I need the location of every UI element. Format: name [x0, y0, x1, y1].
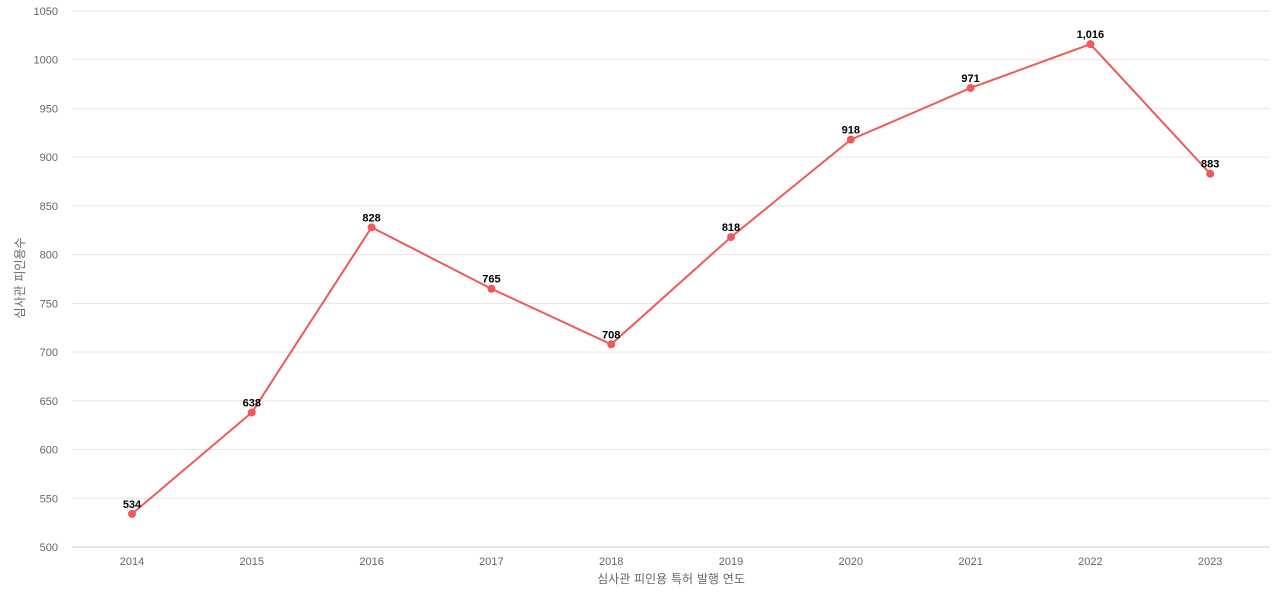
x-tick-label: 2015: [240, 556, 264, 568]
x-tick-label: 2023: [1198, 556, 1222, 568]
series-line: [131, 42, 1211, 515]
y-tick-label: 1050: [34, 6, 58, 18]
data-point: [247, 408, 256, 417]
data-point: [1206, 169, 1215, 178]
y-tick-label: 550: [40, 493, 58, 505]
data-label: 638: [243, 398, 261, 410]
data-label: 918: [842, 125, 860, 137]
x-tick-label: 2019: [719, 556, 743, 568]
y-tick-label: 950: [40, 103, 58, 115]
data-point: [966, 83, 975, 92]
x-tick-label: 2014: [120, 556, 144, 568]
data-label: 1,016: [1077, 29, 1105, 41]
x-tick-label: 2021: [958, 556, 982, 568]
data-point: [846, 135, 855, 144]
y-tick-label: 750: [40, 298, 58, 310]
y-tick-label: 650: [40, 396, 58, 408]
y-tick-label: 700: [40, 347, 58, 359]
data-label: 971: [961, 73, 979, 85]
x-tick-label: 2022: [1078, 556, 1102, 568]
data-points: [128, 40, 1215, 518]
y-tick-label: 600: [40, 445, 58, 457]
y-tick-label: 500: [40, 542, 58, 554]
data-label: 883: [1201, 159, 1219, 171]
data-label: 818: [722, 222, 740, 234]
data-point: [727, 233, 735, 242]
data-point: [607, 340, 616, 349]
data-label: 765: [482, 274, 500, 286]
data-label: 828: [362, 212, 380, 224]
y-axis-title: 심사관 피인용수: [13, 237, 27, 318]
y-tick-label: 850: [40, 201, 58, 213]
y-tick-label: 1000: [34, 55, 58, 67]
data-point: [128, 509, 136, 518]
y-tick-label: 800: [40, 250, 58, 262]
x-tick-label: 2017: [479, 556, 503, 568]
data-label: 708: [602, 329, 620, 341]
x-tick-label: 2016: [359, 556, 383, 568]
data-labels: 534 638 828 765 708 818 918 971 1,016 883: [123, 29, 1220, 511]
data-label: 534: [123, 499, 142, 511]
data-point: [487, 284, 496, 293]
data-point: [1086, 40, 1095, 49]
y-tick-label: 900: [40, 152, 58, 164]
data-point: [367, 223, 376, 232]
x-axis-ticks: 2014 2015 2016 2017 2018 2019 2020 2021 2022 2023: [120, 556, 1223, 568]
x-tick-label: 2018: [599, 556, 623, 568]
x-axis-title: 심사관 피인용 특허 발행 연도: [597, 571, 745, 586]
y-axis-ticks: 500 550 600 650 700 750 800 850 900 950 1000 1050: [34, 6, 58, 554]
x-tick-label: 2020: [839, 556, 863, 568]
gridlines: [72, 10, 1270, 548]
